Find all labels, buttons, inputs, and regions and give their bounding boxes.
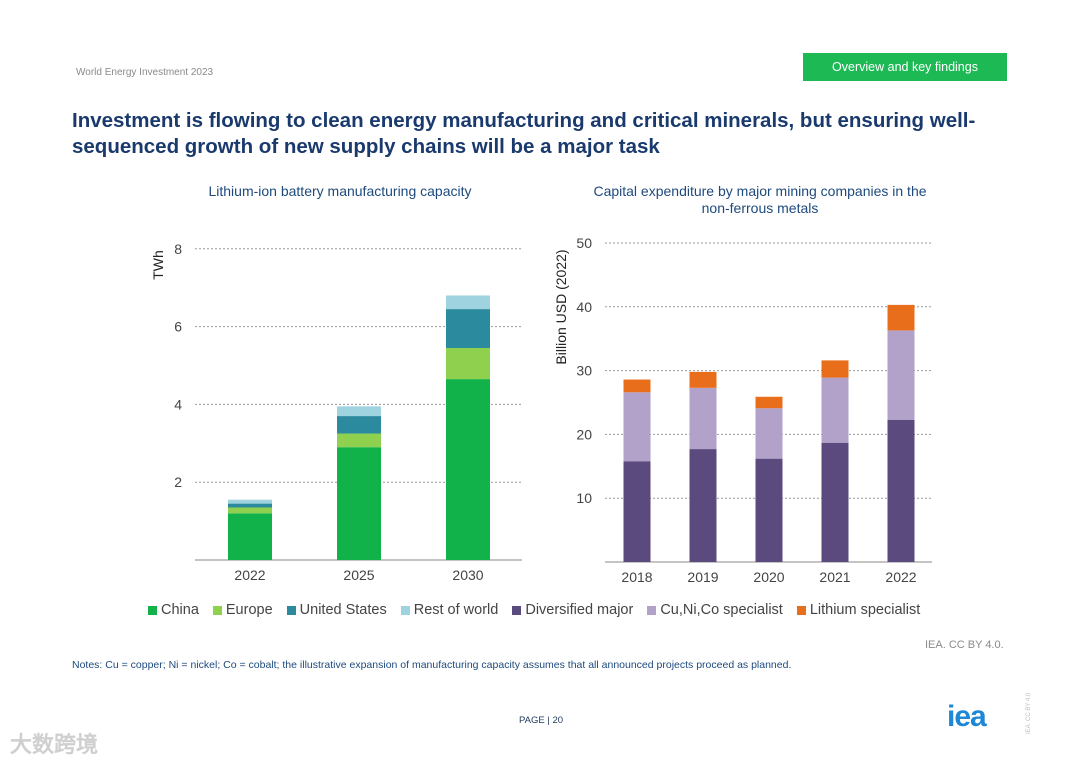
bar-segment-diversified-major	[623, 461, 651, 562]
legend-item: United States	[286, 602, 387, 618]
y-tick-label: 30	[576, 363, 592, 379]
x-tick-label: 2019	[687, 569, 718, 585]
legend-item: Europe	[212, 602, 273, 618]
bar-segment-china	[228, 513, 272, 560]
iea-logo: iea	[947, 700, 987, 733]
document-label: World Energy Investment 2023	[76, 67, 214, 78]
bar-segment-rest-of-world	[337, 406, 381, 417]
bar-segment-lithium-specialist	[755, 396, 783, 409]
legend-swatch	[212, 605, 222, 615]
bar-segment-diversified-major	[821, 442, 849, 562]
legend-label: Rest of world	[413, 602, 499, 618]
x-tick-label: 2022	[234, 567, 265, 583]
bar-segment-china	[337, 447, 381, 560]
side-credit: IEA. CC BY 4.0	[1026, 692, 1032, 734]
legend-item: Diversified major	[512, 602, 633, 618]
y-axis-label: TWh	[150, 250, 166, 280]
x-tick-label: 2025	[343, 567, 374, 583]
page-number: PAGE | 20	[519, 715, 564, 726]
bar-segment-cu-ni-co-specialist	[887, 330, 915, 420]
x-tick-label: 2020	[753, 569, 784, 585]
bar-segment-cu-ni-co-specialist	[689, 387, 717, 450]
battery-chart-title: Lithium-ion battery manufacturing capaci…	[208, 183, 472, 199]
capex-chart-title: Capital expenditure by major mining comp…	[593, 183, 927, 216]
bar-segment-united-states	[228, 503, 272, 508]
bar-segment-lithium-specialist	[623, 379, 651, 393]
bar-segment-china	[446, 379, 490, 560]
bar-segment-diversified-major	[755, 458, 783, 562]
y-tick-label: 20	[576, 426, 592, 442]
section-badge: Overview and key findings	[803, 53, 1007, 81]
battery-capacity-chart: 2 4 6 8 TWh 2022 2025 2030	[150, 241, 522, 583]
x-tick-label: 2030	[452, 567, 483, 583]
y-tick-label: 40	[576, 299, 592, 315]
legend-item: Cu,Ni,Co specialist	[647, 602, 783, 618]
bar-segment-cu-ni-co-specialist	[623, 392, 651, 462]
bar-segment-lithium-specialist	[821, 360, 849, 378]
bar-segment-united-states	[337, 416, 381, 434]
chart-legend: China Europe United States Rest of world Div…	[148, 602, 920, 618]
legend-label: Lithium specialist	[809, 602, 921, 618]
bar-segment-united-states	[446, 309, 490, 348]
legend-item: Lithium specialist	[796, 602, 921, 618]
bar-segment-europe	[228, 507, 272, 514]
notes: Notes: Cu = copper; Ni = nickel; Co = co…	[72, 659, 792, 671]
y-tick-label: 2	[174, 474, 182, 490]
legend-swatch	[400, 605, 410, 615]
y-tick-label: 50	[576, 235, 592, 251]
slide-title: Investment is flowing to clean energy ma…	[72, 109, 976, 158]
legend-label: Diversified major	[525, 602, 634, 618]
legend-item: China	[148, 602, 199, 618]
source-credit: IEA. CC BY 4.0.	[925, 639, 1004, 651]
legend-label: Europe	[225, 602, 273, 618]
y-tick-label: 10	[576, 490, 592, 506]
legend-swatch	[796, 605, 806, 615]
legend-swatch	[148, 605, 157, 615]
legend-swatch	[647, 605, 657, 615]
watermark: 大数跨境	[10, 732, 99, 757]
bar-segment-lithium-specialist	[689, 371, 717, 388]
bar-segment-rest-of-world	[446, 295, 490, 310]
legend-swatch	[512, 605, 522, 615]
mining-capex-chart: 10 20 30 40 50 Billion USD (2022) 2018 2019 2020…	[553, 235, 932, 585]
bar-segment-diversified-major	[689, 449, 717, 562]
bar-segment-cu-ni-co-specialist	[755, 408, 783, 459]
y-axis-label: Billion USD (2022)	[553, 249, 569, 364]
bar-segment-lithium-specialist	[887, 304, 915, 331]
legend-label: United States	[299, 602, 387, 618]
x-tick-label: 2022	[885, 569, 916, 585]
legend-label: Cu,Ni,Co specialist	[660, 602, 783, 618]
bar-segment-diversified-major	[887, 419, 915, 562]
x-tick-label: 2018	[621, 569, 652, 585]
bar-segment-cu-ni-co-specialist	[821, 377, 849, 443]
legend-swatch	[286, 605, 296, 615]
y-tick-label: 4	[174, 396, 182, 412]
y-tick-label: 8	[174, 241, 182, 257]
bar-segment-europe	[446, 347, 490, 380]
bar-segment-rest-of-world	[228, 499, 272, 504]
x-tick-label: 2021	[819, 569, 850, 585]
y-tick-label: 6	[174, 319, 182, 335]
legend-item: Rest of world	[400, 602, 499, 618]
legend-label: China	[161, 602, 199, 618]
bar-segment-europe	[337, 433, 381, 448]
